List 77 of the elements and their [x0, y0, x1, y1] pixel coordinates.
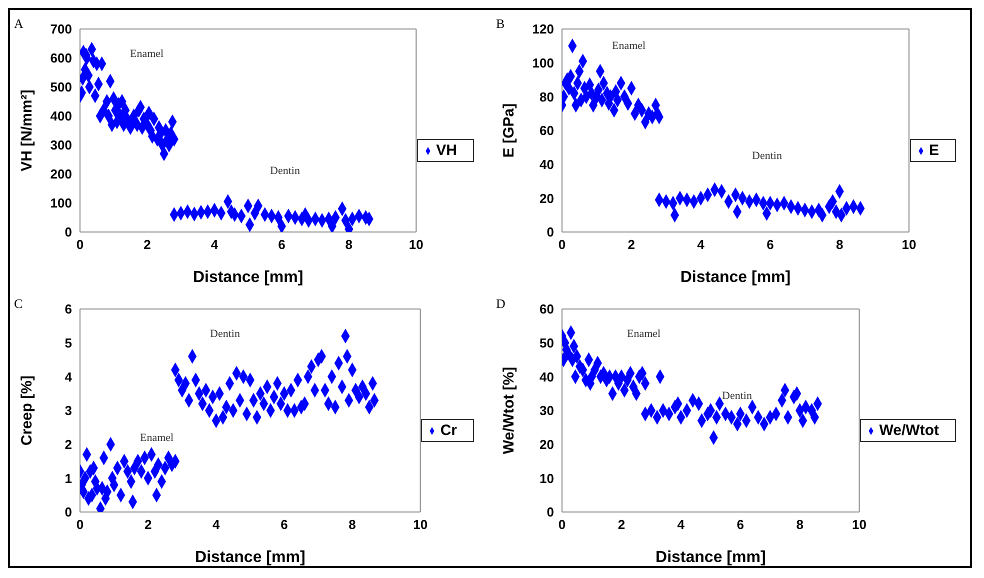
y-tick-label: 3 [64, 403, 72, 418]
y-tick-label: 700 [50, 22, 72, 37]
x-tick-label: 2 [144, 517, 152, 532]
y-tick-label: 20 [540, 436, 554, 452]
legend-label: We/Wtot [879, 422, 939, 438]
y-tick-label: 100 [50, 196, 72, 211]
x-tick-label: 4 [210, 237, 219, 252]
y-tick-label: 40 [540, 369, 554, 384]
x-tick-label: 6 [736, 517, 744, 532]
y-tick-label: 4 [64, 369, 73, 384]
y-tick-label: 300 [50, 138, 72, 153]
annotation: Dentin [752, 150, 782, 162]
x-tick-label: 8 [348, 517, 356, 532]
y-tick-label: 20 [540, 190, 554, 206]
y-tick-label: 400 [50, 108, 72, 124]
x-tick-label: 4 [677, 517, 686, 532]
y-tick-label: 6 [64, 302, 72, 317]
x-tick-label: 10 [408, 237, 424, 252]
x-tick-label: 2 [628, 237, 636, 252]
x-tick-label: 0 [558, 237, 566, 252]
y-tick-label: 600 [50, 50, 72, 66]
legend-label: Cr [440, 422, 457, 438]
y-axis-title: VH [N/mm²] [18, 90, 36, 172]
x-tick-label: 6 [766, 237, 774, 252]
annotation: Enamel [140, 432, 174, 444]
chart-title: C [14, 296, 23, 312]
y-tick-label: 50 [540, 335, 554, 350]
x-tick-label: 2 [618, 517, 626, 532]
x-tick-label: 4 [697, 237, 706, 252]
annotation: Dentin [722, 390, 752, 402]
x-tick-label: 8 [796, 517, 804, 532]
chart-title: B [496, 16, 505, 32]
y-tick-label: 60 [540, 123, 554, 138]
x-tick-label: 8 [836, 237, 844, 252]
y-tick-label: 500 [50, 80, 72, 95]
y-tick-label: 200 [50, 166, 72, 182]
x-tick-label: 4 [212, 517, 221, 532]
legend-label: VH [436, 142, 457, 158]
x-tick-label: 0 [558, 517, 566, 532]
x-axis-title: Distance [mm] [656, 549, 766, 566]
y-tick-label: 2 [64, 436, 72, 452]
y-tick-label: 0 [64, 224, 72, 240]
y-tick-label: 0 [546, 504, 554, 520]
y-tick-label: 10 [540, 470, 554, 486]
x-axis-title: Distance [mm] [192, 269, 304, 286]
x-tick-label: 0 [76, 517, 84, 532]
chart-title: D [496, 296, 506, 312]
annotation: Dentin [270, 165, 300, 177]
x-tick-label: 10 [902, 237, 916, 252]
y-tick-label: 100 [532, 55, 554, 70]
y-tick-label: 60 [540, 302, 554, 317]
y-axis-title: Creep [%] [18, 375, 36, 446]
x-tick-label: 8 [345, 237, 353, 252]
x-axis-title: Distance [mm] [195, 549, 306, 566]
y-tick-label: 5 [64, 335, 72, 350]
y-tick-label: 1 [64, 470, 72, 486]
x-axis-title: Distance [mm] [680, 269, 791, 286]
x-tick-label: 6 [280, 517, 288, 532]
chart-title: A [14, 16, 24, 32]
x-tick-label: 2 [144, 237, 151, 252]
x-tick-label: 0 [76, 237, 84, 252]
x-tick-label: 10 [852, 517, 867, 532]
y-axis-title: We/Wtot [%] [500, 366, 518, 454]
y-tick-label: 0 [64, 504, 72, 520]
y-tick-label: 120 [532, 22, 554, 37]
y-tick-label: 30 [540, 403, 554, 418]
y-tick-label: 40 [540, 156, 554, 172]
x-tick-label: 6 [278, 237, 286, 252]
y-tick-label: 80 [540, 89, 554, 104]
y-tick-label: 0 [546, 224, 554, 240]
legend-label: E [928, 142, 939, 158]
annotation: Enamel [627, 328, 661, 340]
annotation: Dentin [210, 328, 240, 340]
annotation: Enamel [612, 40, 646, 52]
y-axis-title: E [GPa] [500, 103, 518, 158]
x-tick-label: 10 [413, 517, 428, 532]
annotation: Enamel [130, 48, 164, 60]
